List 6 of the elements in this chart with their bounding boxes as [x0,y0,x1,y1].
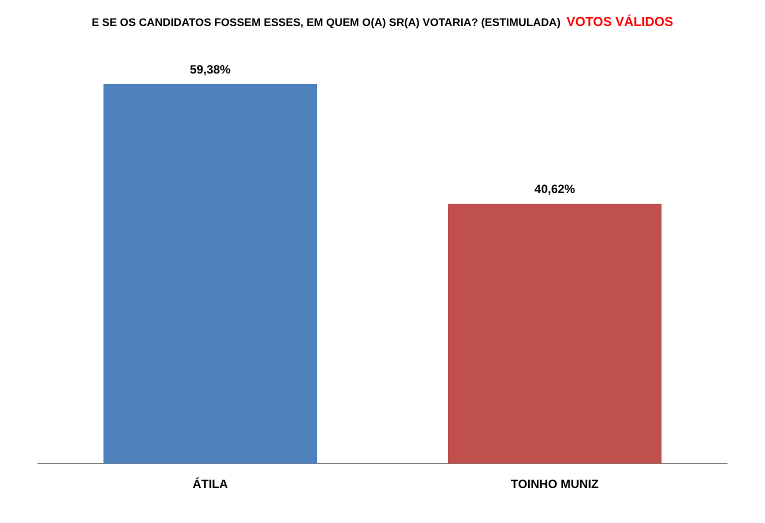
data-label: 59,38% [190,62,231,76]
data-label: 40,62% [534,182,576,196]
chart-title: E SE OS CANDIDATOS FOSSEM ESSES, EM QUEM O(A) SR(A) VOTARIA? (ESTIMULADA) [92,17,561,29]
x-tick-label: TOINHO MUNIZ [510,477,599,492]
chart-subtitle: VOTOS VÁLIDOS [566,14,674,29]
x-tick-label: ÁTILA [192,477,228,492]
